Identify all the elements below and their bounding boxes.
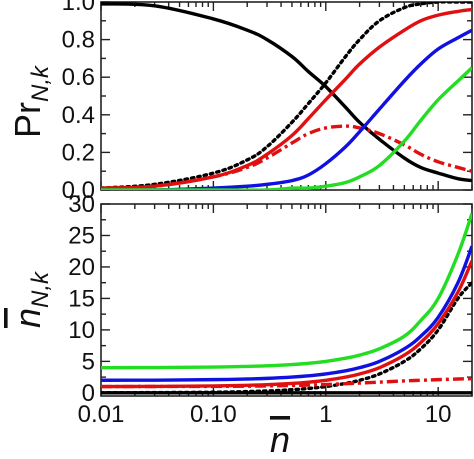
top-series-line-5 <box>101 66 472 190</box>
bottom-series-line-4 <box>101 245 472 382</box>
bottom-plot-frame <box>100 203 473 397</box>
bottom-series-line-5 <box>101 212 472 370</box>
bottom-panel: 0.01 0.10 1 10 0 5 10 15 20 25 30 <box>68 191 473 428</box>
top-y-axis-title-main: Pr <box>7 102 48 138</box>
top-y-tick-label: 0.0 <box>62 177 95 204</box>
bottom-y-axis-title-sub: N,k <box>27 270 54 308</box>
bottom-y-tick-label: 10 <box>68 317 95 344</box>
bottom-y-axis-title-main: n <box>7 308 48 328</box>
top-series-line-1 <box>101 2 472 190</box>
top-series-line-0 <box>101 2 472 183</box>
bottom-series-line-3 <box>101 376 472 389</box>
x-tick-label: 1 <box>319 401 332 428</box>
bottom-series-line-2 <box>101 259 472 389</box>
top-series-line-3 <box>101 124 472 190</box>
bottom-y-tick-label: 15 <box>68 285 95 312</box>
top-y-tick-label: 1.0 <box>62 0 95 16</box>
top-series-line-4 <box>101 28 472 190</box>
top-plot-frame <box>100 1 473 191</box>
bottom-y-tick-label: 30 <box>68 191 95 218</box>
top-y-axis-title-sub: N,k <box>27 64 54 102</box>
top-y-tick-label: 0.2 <box>62 139 95 166</box>
x-tick-label: 10 <box>425 401 452 428</box>
top-y-tick-label: 0.4 <box>62 102 95 129</box>
top-y-tick-label: 0.6 <box>62 64 95 91</box>
x-tick-label: 0.10 <box>190 401 237 428</box>
bottom-y-tick-label: 25 <box>68 222 95 249</box>
bottom-y-axis-title: nN,k <box>7 270 54 328</box>
top-y-axis-title: PrN,k <box>7 64 54 138</box>
x-axis-title: n <box>270 419 290 459</box>
bottom-y-tick-label: 5 <box>82 348 95 375</box>
top-panel: 0.0 0.2 0.4 0.6 0.8 1.0 <box>62 0 473 204</box>
x-tick-label: 0.01 <box>78 401 125 428</box>
top-y-tick-label: 0.8 <box>62 27 95 54</box>
bottom-y-tick-label: 20 <box>68 254 95 281</box>
top-series-line-2 <box>101 7 472 190</box>
bottom-y-tick-label: 0 <box>82 380 95 407</box>
